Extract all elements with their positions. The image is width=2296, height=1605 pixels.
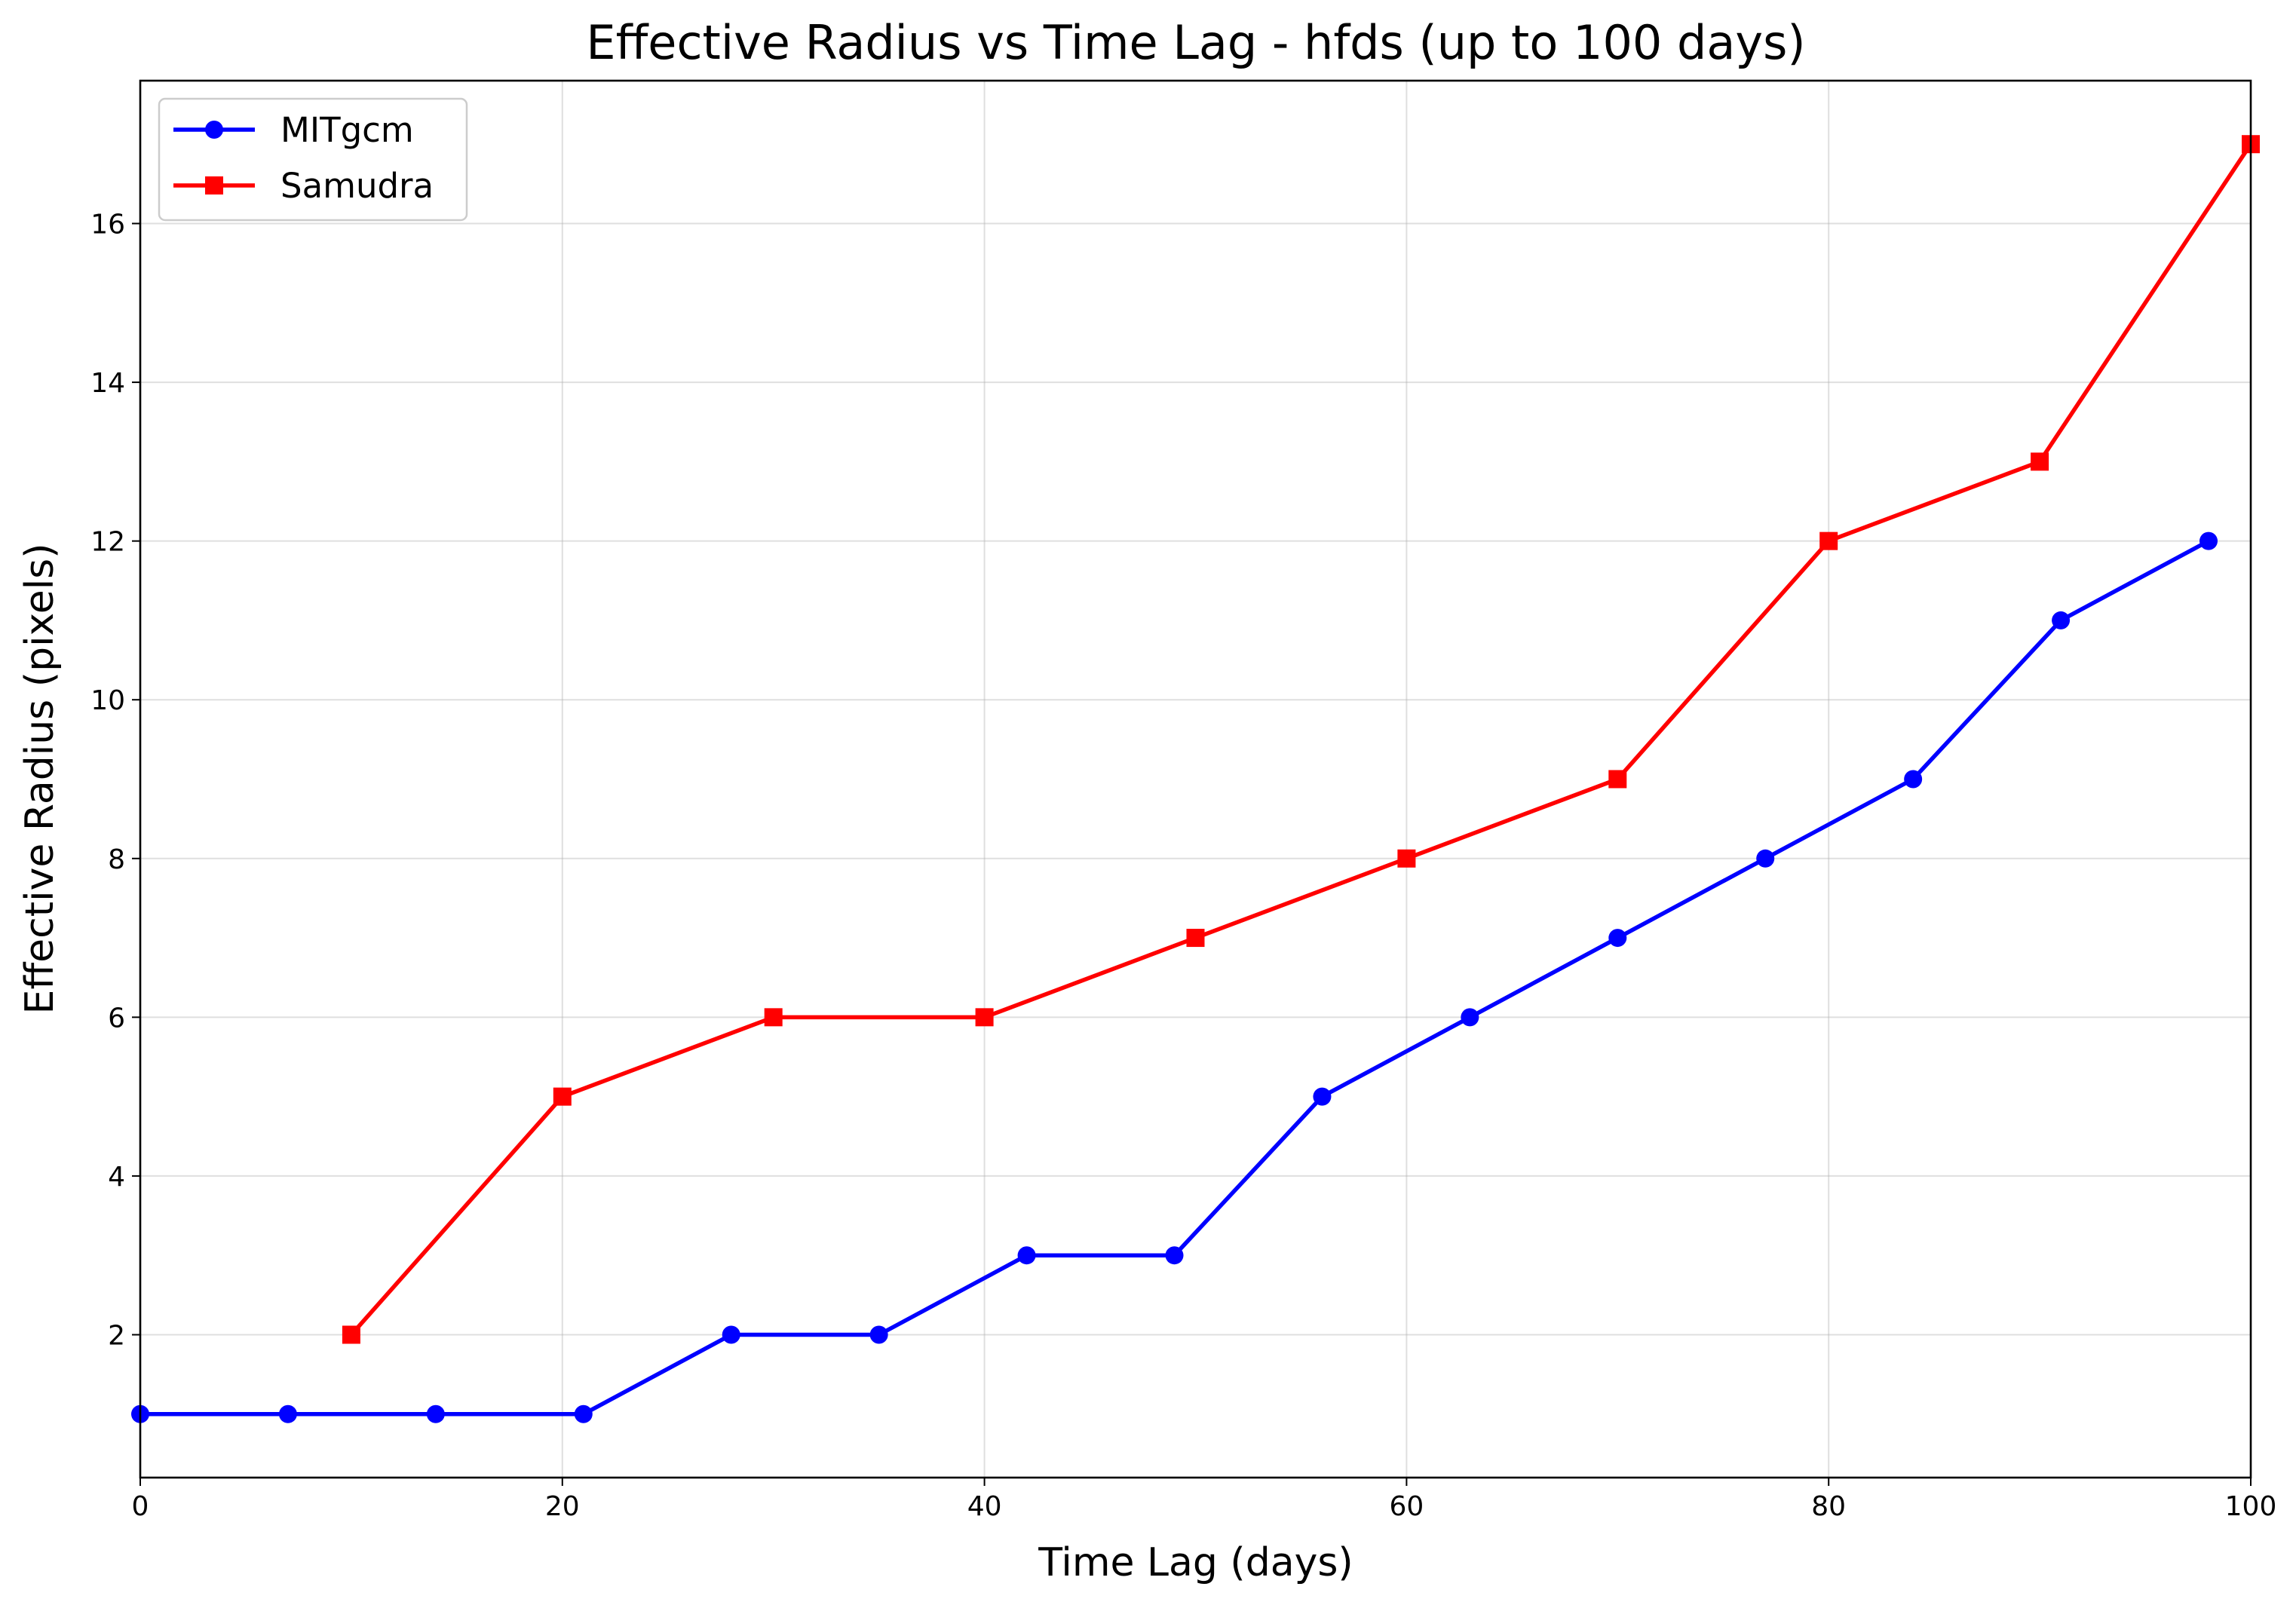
data-point-mitgcm (1165, 1246, 1184, 1265)
data-point-mitgcm (1756, 849, 1775, 868)
x-tick-label: 40 (967, 1491, 1002, 1522)
legend: MITgcm Samudra (158, 97, 468, 222)
data-point-mitgcm (869, 1325, 888, 1344)
x-axis-label: Time Lag (days) (1038, 1540, 1353, 1585)
data-point-samudra (1608, 770, 1627, 789)
y-tick-label: 2 (108, 1320, 125, 1351)
legend-label-samudra: Samudra (280, 166, 434, 206)
data-point-samudra (1397, 849, 1416, 868)
data-point-mitgcm (426, 1404, 445, 1423)
data-point-mitgcm (1313, 1087, 1332, 1106)
data-point-mitgcm (2199, 531, 2218, 550)
plot-frame (139, 79, 2252, 1479)
y-axis-label: Effective Radius (pixels) (17, 543, 63, 1014)
y-tick-label: 14 (90, 368, 125, 399)
data-point-mitgcm (1904, 770, 1923, 789)
plot-series (131, 135, 2260, 1423)
legend-label-mitgcm: MITgcm (280, 110, 414, 150)
x-tick-label: 80 (1811, 1491, 1846, 1522)
x-tick-label: 60 (1389, 1491, 1424, 1522)
x-tick-label: 100 (2225, 1491, 2277, 1522)
data-point-samudra (553, 1087, 572, 1106)
series-mitgcm (131, 531, 2218, 1423)
data-point-mitgcm (1461, 1008, 1479, 1027)
y-tick-label: 6 (108, 1003, 125, 1034)
data-point-mitgcm (278, 1404, 297, 1423)
data-point-samudra (975, 1008, 994, 1027)
x-tick-label: 0 (132, 1491, 149, 1522)
data-point-samudra (342, 1325, 360, 1344)
data-point-samudra (1819, 531, 1838, 550)
data-point-mitgcm (1017, 1246, 1036, 1265)
y-tick-label: 4 (108, 1162, 125, 1193)
x-tick-label: 20 (545, 1491, 580, 1522)
data-point-samudra (1186, 929, 1205, 948)
data-point-samudra (2031, 452, 2049, 471)
data-point-mitgcm (722, 1325, 740, 1344)
y-tick-label: 16 (90, 210, 125, 240)
data-point-mitgcm (1608, 929, 1627, 948)
chart-title: Effective Radius vs Time Lag - hfds (up … (586, 15, 1805, 70)
legend-marker-circle-icon (205, 121, 223, 139)
data-point-samudra (764, 1008, 783, 1027)
series-line-samudra (349, 142, 2253, 1337)
y-tick-label: 10 (90, 685, 125, 716)
data-point-mitgcm (574, 1404, 593, 1423)
legend-marker-square-icon (205, 176, 223, 194)
data-point-mitgcm (2052, 611, 2071, 629)
axis-ticks: 0 20 40 60 80 100 2 4 6 8 10 12 14 16 (90, 210, 2276, 1522)
y-tick-label: 12 (90, 527, 125, 558)
y-tick-label: 8 (108, 844, 125, 875)
